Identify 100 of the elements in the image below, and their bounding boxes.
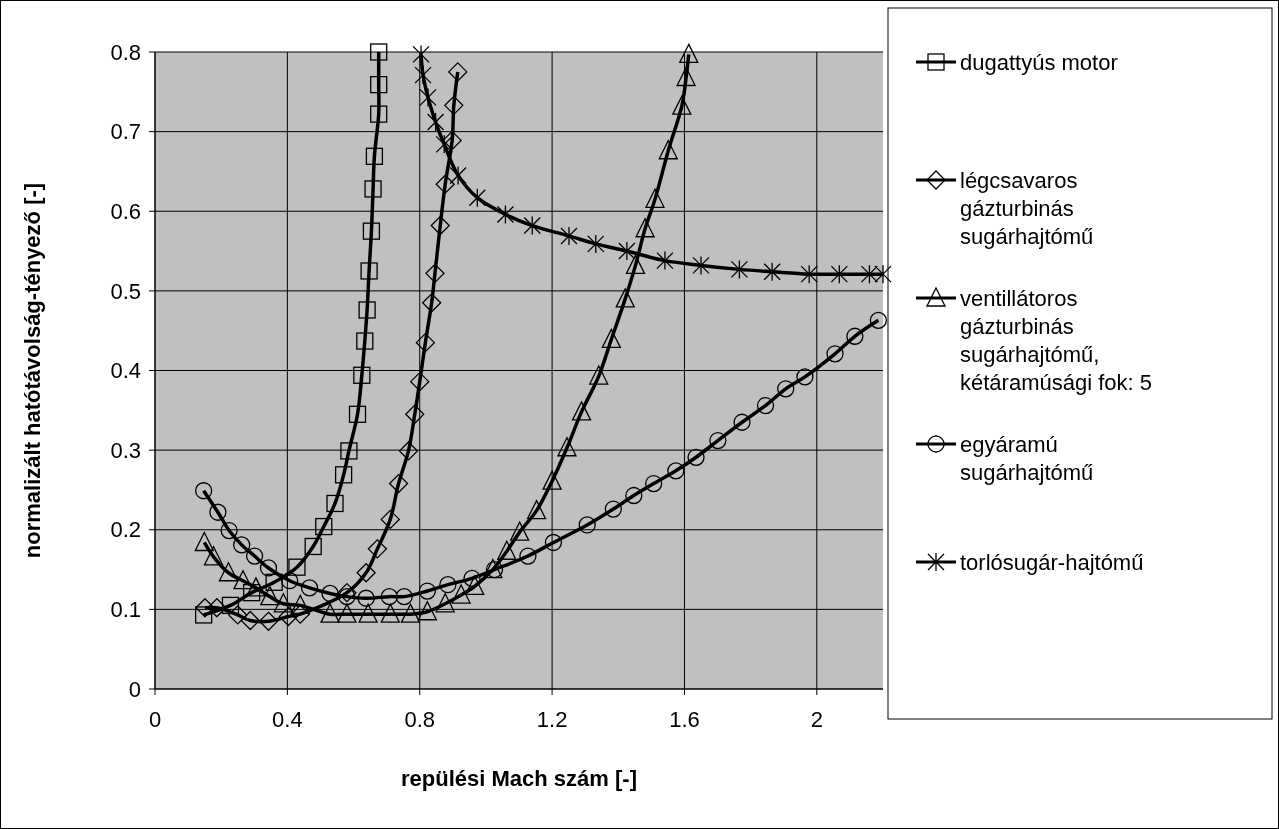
point xyxy=(195,598,215,618)
point xyxy=(618,241,636,261)
point xyxy=(340,442,358,460)
point xyxy=(207,598,227,618)
x-tick-label: 1.2 xyxy=(536,707,568,732)
point xyxy=(645,474,663,493)
y-tick-label: 0.2 xyxy=(110,517,141,543)
point xyxy=(410,372,430,392)
point xyxy=(221,596,240,615)
point xyxy=(425,263,445,284)
point xyxy=(260,585,280,606)
point xyxy=(656,250,674,271)
point xyxy=(465,575,485,595)
point xyxy=(426,112,445,132)
point xyxy=(326,494,344,513)
point xyxy=(667,462,685,480)
point xyxy=(415,332,435,353)
point xyxy=(846,327,864,345)
point xyxy=(510,521,530,541)
point xyxy=(203,546,224,566)
point xyxy=(220,521,238,540)
point xyxy=(625,486,643,505)
point xyxy=(209,503,227,521)
point xyxy=(414,65,432,85)
point xyxy=(444,95,464,115)
y-tick-label: 0 xyxy=(128,676,141,702)
point xyxy=(356,563,376,583)
point xyxy=(304,537,322,556)
point xyxy=(290,594,310,615)
point xyxy=(730,259,749,280)
point xyxy=(604,500,622,518)
point xyxy=(370,43,388,61)
point xyxy=(557,437,577,457)
point xyxy=(421,293,442,313)
point xyxy=(874,264,892,284)
point xyxy=(672,95,692,115)
point xyxy=(468,188,486,208)
point xyxy=(233,536,251,554)
point xyxy=(412,44,430,65)
point xyxy=(578,516,596,534)
point xyxy=(800,264,818,284)
point xyxy=(589,365,609,385)
point xyxy=(358,603,378,623)
point xyxy=(388,473,409,494)
x-tick-label: 0.8 xyxy=(404,707,436,732)
y-tick-label: 0.4 xyxy=(110,358,141,384)
point xyxy=(246,577,266,597)
point xyxy=(560,226,578,246)
point xyxy=(405,404,425,424)
point xyxy=(233,570,253,590)
point xyxy=(449,165,467,186)
point xyxy=(358,301,376,319)
x-axis-title: repülési Mach szám [-] xyxy=(401,766,637,791)
point xyxy=(240,610,260,631)
point xyxy=(337,603,357,623)
point xyxy=(777,380,795,398)
point xyxy=(430,215,450,236)
y-tick-label: 0.3 xyxy=(110,437,141,463)
y-tick-label: 0.1 xyxy=(110,597,141,623)
point xyxy=(526,499,547,520)
point xyxy=(395,587,413,606)
point xyxy=(242,584,261,602)
point xyxy=(334,466,353,484)
point xyxy=(400,603,421,623)
y-tick-label: 0.7 xyxy=(110,119,141,145)
point xyxy=(519,547,537,565)
point xyxy=(348,405,367,423)
point xyxy=(273,593,294,613)
point xyxy=(869,311,888,329)
point xyxy=(265,573,283,591)
legend-label: torlósugár-hajtómű xyxy=(960,549,1144,575)
point xyxy=(860,264,879,284)
point xyxy=(360,262,378,280)
point xyxy=(587,234,605,254)
point xyxy=(448,62,468,82)
point xyxy=(692,255,710,276)
point xyxy=(435,134,453,155)
x-tick-label: 0.4 xyxy=(272,707,303,732)
point xyxy=(435,593,455,613)
point xyxy=(353,366,371,384)
point xyxy=(439,576,457,594)
point xyxy=(218,562,239,582)
point xyxy=(278,606,299,627)
point xyxy=(362,222,381,240)
point xyxy=(733,413,751,431)
y-tick-label: 0.6 xyxy=(110,198,141,224)
point xyxy=(258,611,279,631)
point xyxy=(645,188,665,208)
y-tick-label: 0.5 xyxy=(110,278,141,304)
point xyxy=(398,441,419,461)
point xyxy=(370,105,388,123)
legend-label: ventillátoros gázturbinás sugárhajtómű, kétáramúsági fok: 5 xyxy=(960,285,1152,395)
point xyxy=(625,254,646,275)
point xyxy=(496,204,515,225)
point xyxy=(418,582,436,600)
legend-label: egyáramú sugárhajtómű xyxy=(960,431,1094,485)
point xyxy=(194,531,214,552)
point xyxy=(796,368,814,386)
point xyxy=(315,517,333,536)
point xyxy=(523,215,541,236)
